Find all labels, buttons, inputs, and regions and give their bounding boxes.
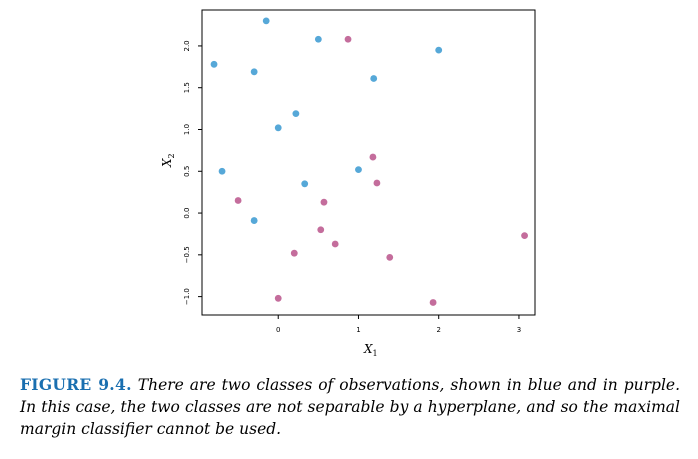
x-axis-label: X1 — [363, 342, 378, 358]
purple-point — [521, 232, 528, 240]
purple-point — [290, 249, 298, 257]
caption-label: FIGURE 9.4. — [20, 375, 132, 394]
blue-point — [218, 167, 226, 175]
blue-point — [250, 217, 258, 224]
blue-point — [262, 17, 270, 25]
y-tick-label: 2.0 — [183, 40, 191, 51]
y-tick-label: 0.0 — [183, 207, 191, 218]
blue-point — [370, 75, 378, 82]
blue-point — [292, 110, 300, 118]
blue-point — [435, 46, 443, 54]
figure: 0 1 2 3 −1.0 −0.5 0.0 0.5 1.0 1.5 2.0 X1 X2 — [160, 9, 536, 358]
data-points — [210, 17, 528, 306]
caption-text: There are two classes of observations, s… — [20, 376, 681, 438]
y-tick-label: 1.5 — [183, 82, 191, 93]
x-axis: 0 1 2 3 — [276, 315, 521, 334]
y-tick-label: 1.0 — [183, 124, 191, 135]
purple-point — [317, 226, 325, 234]
purple-point — [373, 179, 381, 187]
y-axis: −1.0 −0.5 0.0 0.5 1.0 1.5 2.0 — [183, 40, 202, 305]
y-tick-label: −0.5 — [183, 246, 191, 263]
plot-frame — [201, 9, 536, 316]
blue-point — [250, 68, 258, 76]
blue-point — [301, 180, 309, 188]
blue-point — [210, 60, 218, 68]
x-tick-label: 3 — [517, 326, 521, 334]
figure-caption: FIGURE 9.4. There are two classes of obs… — [20, 374, 680, 440]
purple-point — [369, 153, 377, 161]
x-tick-label: 2 — [436, 326, 440, 334]
purple-point — [386, 253, 394, 261]
x-tick-label: 1 — [356, 326, 360, 334]
y-tick-label: −1.0 — [183, 288, 191, 305]
purple-point — [344, 35, 352, 43]
y-tick-label: 0.5 — [183, 166, 191, 177]
purple-point — [274, 294, 282, 302]
purple-point — [320, 198, 328, 206]
y-axis-label: X2 — [160, 153, 176, 168]
scatter-chart: 0 1 2 3 −1.0 −0.5 0.0 0.5 1.0 1.5 2.0 X1 X2 — [160, 9, 536, 358]
purple-point — [234, 197, 242, 204]
blue-point — [355, 166, 362, 174]
x-tick-label: 0 — [276, 326, 280, 334]
blue-point — [274, 124, 282, 132]
purple-point — [429, 299, 437, 306]
blue-point — [314, 35, 322, 43]
purple-point — [331, 240, 339, 248]
